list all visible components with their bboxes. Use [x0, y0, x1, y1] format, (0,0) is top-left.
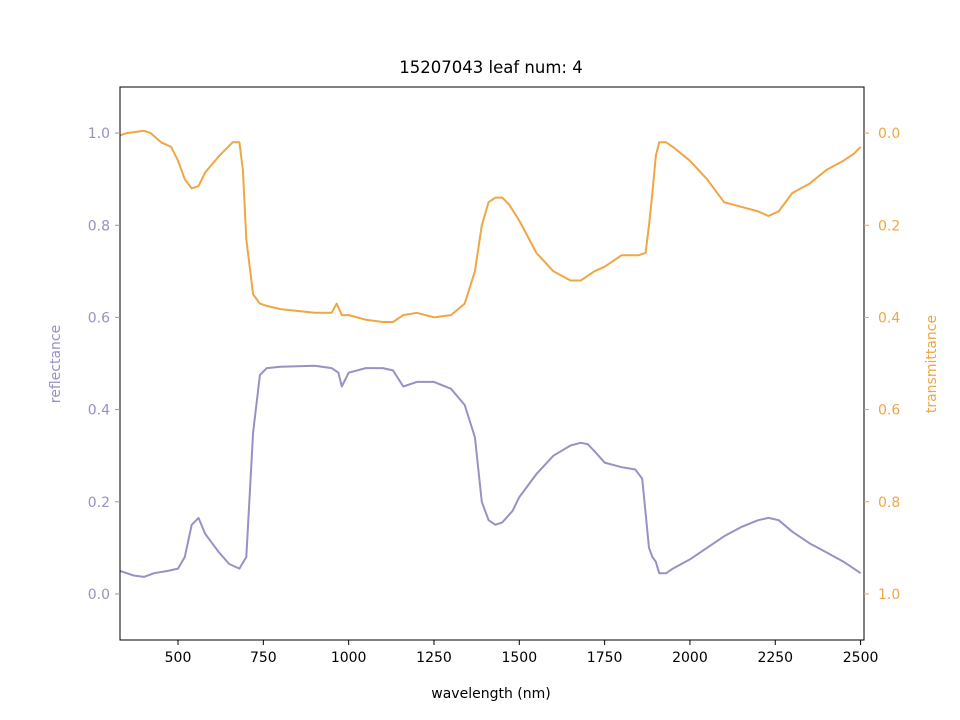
transmittance-series-line [119, 129, 862, 323]
x-axis: 500 750 1000 1250 1500 1750 2000 2250 2500 [165, 640, 879, 666]
x-tick-label: 2500 [843, 650, 879, 666]
y-left-tick-label: 1.0 [88, 126, 110, 142]
y-right-tick-label: 0.6 [878, 403, 900, 419]
chart-title: 15207043 leaf num: 4 [399, 58, 582, 77]
y-axis-label-left: reflectance [48, 325, 64, 403]
y-left-tick-label: 0.0 [88, 587, 110, 603]
plot-frame [119, 86, 865, 641]
y-left-tick-label: 0.2 [88, 495, 110, 511]
y-right-tick-label: 1.0 [878, 587, 900, 603]
x-tick-label: 1000 [331, 650, 367, 666]
y-left-tick-label: 0.8 [88, 218, 110, 234]
x-axis-label: wavelength (nm) [431, 686, 550, 702]
x-tick-label: 1750 [587, 650, 623, 666]
x-tick-label: 1250 [416, 650, 452, 666]
reflectance-series-line [119, 364, 862, 578]
y-left-tick-label: 0.6 [88, 310, 110, 326]
y-left-tick-label: 0.4 [88, 403, 110, 419]
y-right-tick-label: 0.0 [878, 126, 900, 142]
x-tick-label: 500 [165, 650, 192, 666]
plot-area [119, 129, 862, 578]
x-tick-label: 1500 [501, 650, 537, 666]
y-right-tick-label: 0.8 [878, 495, 900, 511]
y-axis-label-right: transmittance [924, 315, 940, 413]
x-tick-label: 750 [250, 650, 277, 666]
x-tick-label: 2000 [672, 650, 708, 666]
y-right-tick-label: 0.4 [878, 310, 900, 326]
y-axis-right: 0.0 0.2 0.4 0.6 0.8 1.0 [864, 126, 900, 603]
y-right-tick-label: 0.2 [878, 218, 900, 234]
y-axis-left: 0.0 0.2 0.4 0.6 0.8 1.0 [88, 126, 120, 603]
x-tick-label: 2250 [757, 650, 793, 666]
